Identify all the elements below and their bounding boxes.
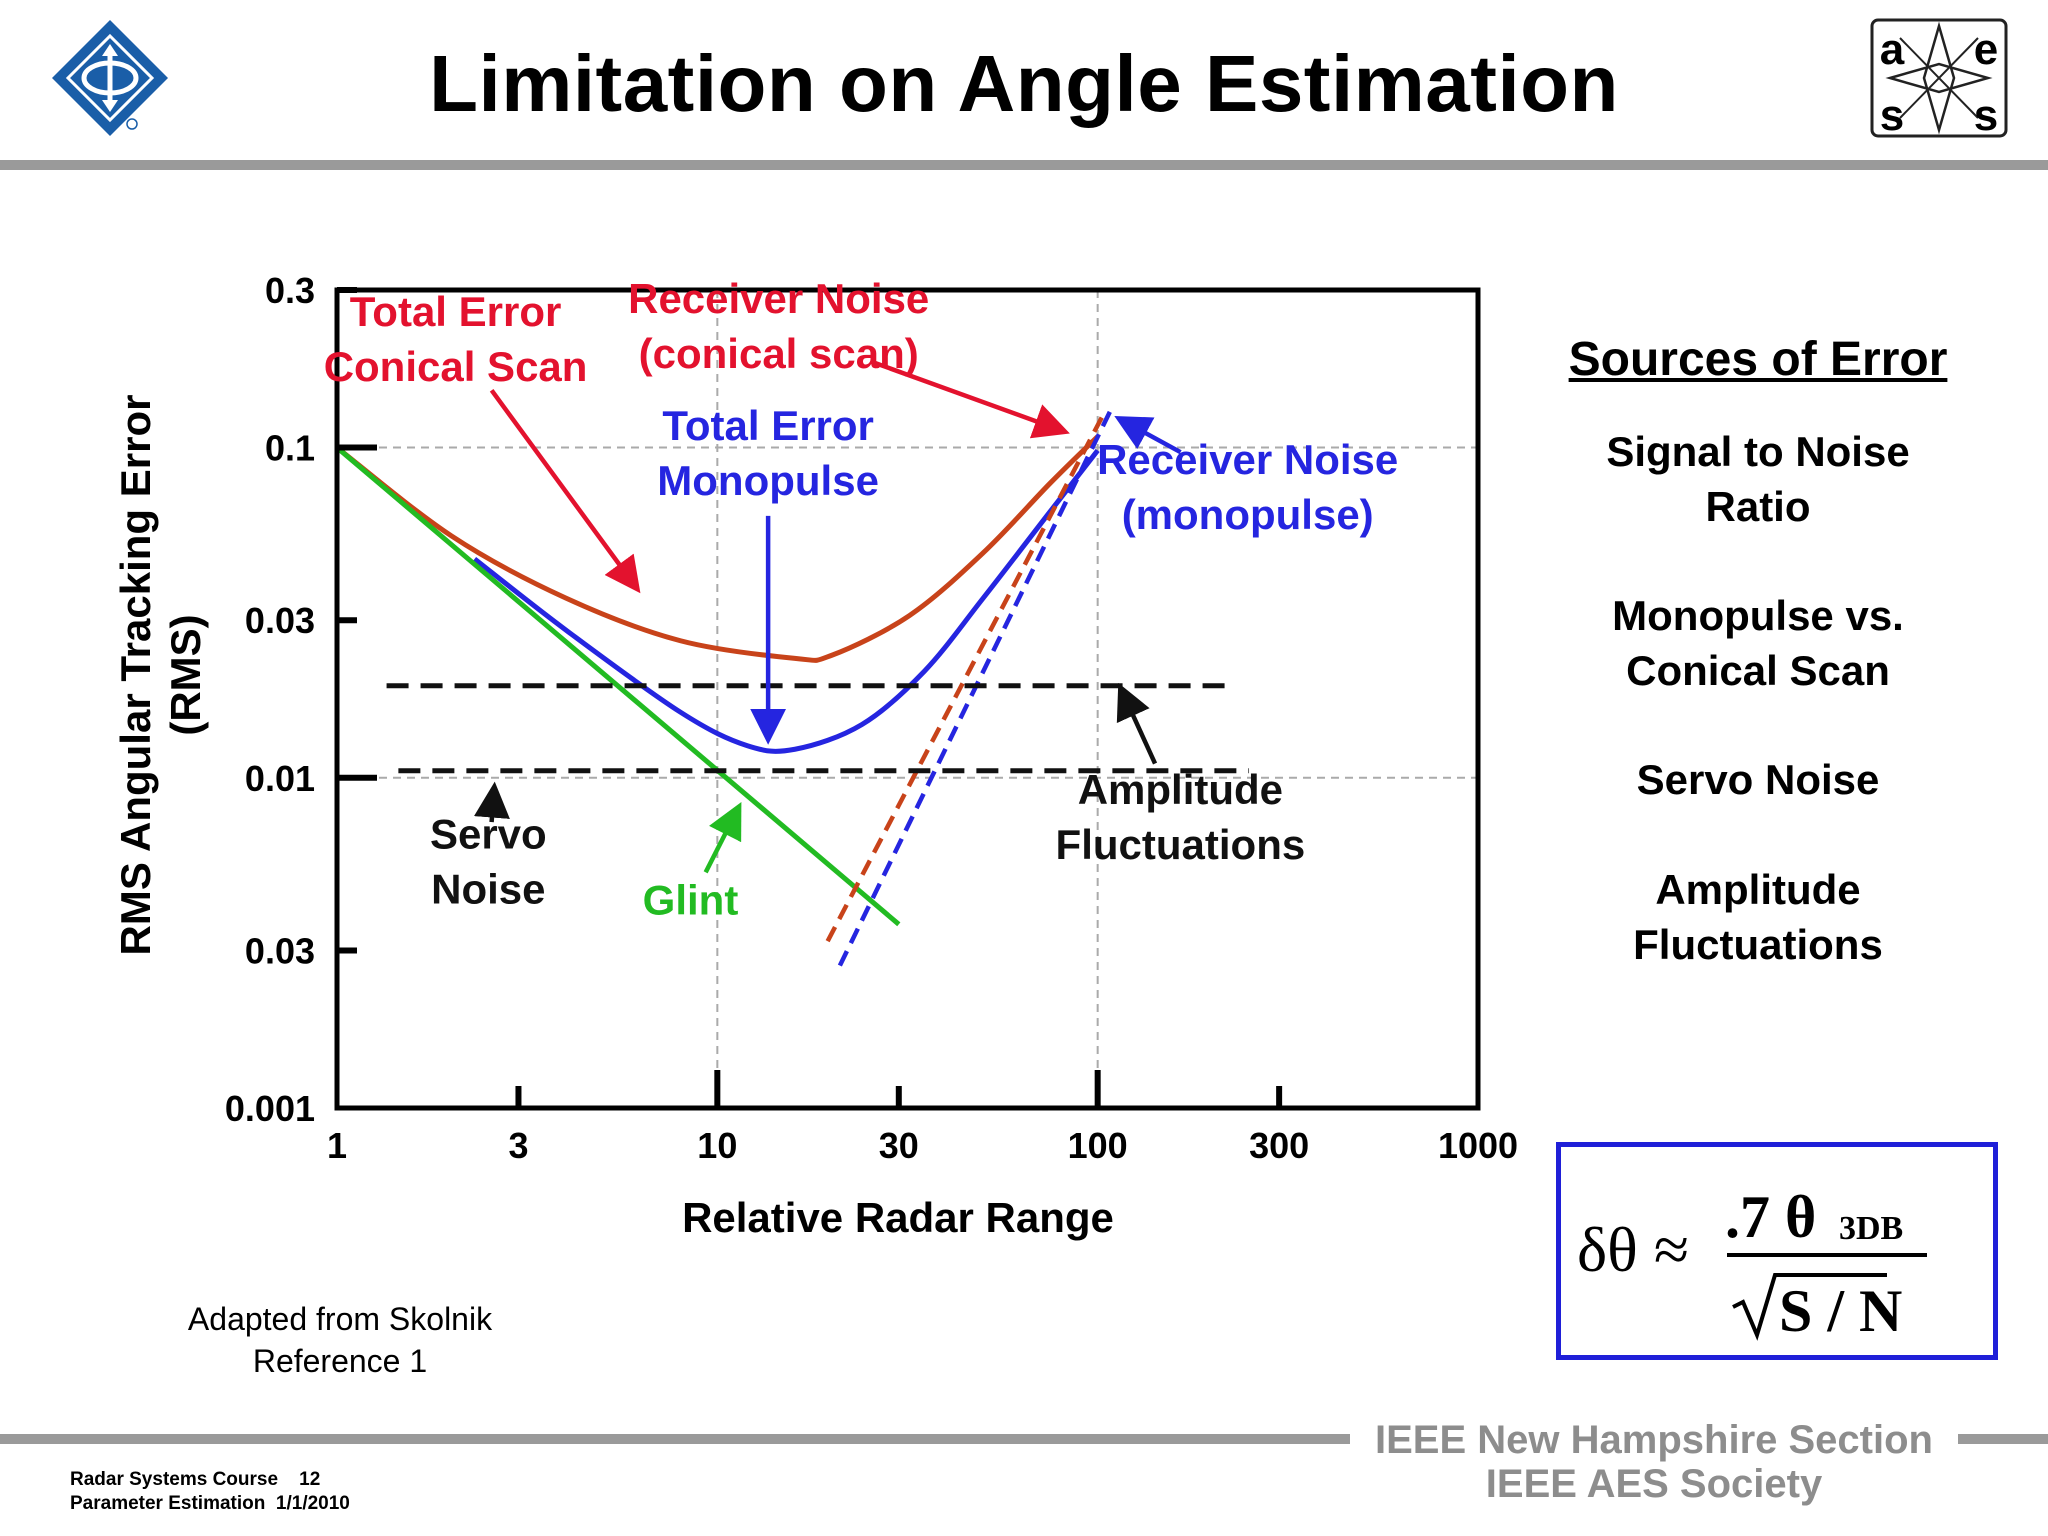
- top-divider: [0, 160, 2048, 170]
- svg-text:s: s: [1880, 91, 1904, 138]
- annotation-total-error: Total Error Monopulse: [657, 402, 879, 504]
- y-tick-label: 0.03: [245, 930, 315, 971]
- formula-denominator: S / N: [1779, 1278, 1902, 1344]
- annotation-arrow: [473, 781, 510, 823]
- y-tick-label: 0.01: [245, 758, 315, 799]
- formula-subscript: 3DB: [1839, 1210, 1903, 1247]
- footer-course-info: Radar Systems Course 12 Parameter Estima…: [70, 1469, 350, 1514]
- x-tick-label: 1000: [1438, 1125, 1518, 1166]
- annotation-arrow: [1114, 416, 1182, 455]
- svg-text:s: s: [1974, 91, 1998, 138]
- y-tick-label: 0.001: [225, 1088, 315, 1129]
- svg-text:a: a: [1880, 25, 1905, 74]
- y-axis-label-line-2: (RMS): [162, 614, 209, 735]
- annotation-receiver-noise: Receiver Noise (conical scan): [628, 275, 929, 377]
- y-tick-label: 0.1: [265, 428, 315, 469]
- annotation-servo: Servo Noise: [430, 811, 547, 913]
- x-tick-label: 100: [1068, 1125, 1128, 1166]
- x-tick-label: 3: [508, 1125, 528, 1166]
- formula: δθ ≈ .7 θ 3DB S / N: [1577, 1184, 1927, 1344]
- x-axis-label: Relative Radar Range: [682, 1194, 1114, 1241]
- bottom-divider-left: [0, 1434, 1350, 1444]
- series-total-error-conical-scan: [335, 434, 1100, 663]
- series-total-error-monopulse: [473, 448, 1100, 754]
- x-tick-label: 10: [697, 1125, 737, 1166]
- series-group: [335, 403, 1250, 967]
- annotation-total-error: Total Error Conical Scan: [324, 288, 588, 390]
- source-credit: Adapted from Skolnik Reference 1: [187, 1301, 493, 1379]
- annotation-arrow: [489, 389, 641, 594]
- svg-text:e: e: [1974, 25, 1998, 74]
- x-tick-label: 300: [1249, 1125, 1309, 1166]
- annotation-arrow: [1116, 682, 1158, 765]
- aess-logo: a e s s: [1870, 18, 2008, 138]
- formula-numerator: .7 θ: [1725, 1184, 1816, 1250]
- page-title: Limitation on Angle Estimation: [429, 39, 1619, 128]
- ieee-logo: [52, 20, 168, 136]
- footer-organization: IEEE New Hampshire Section IEEE AES Soci…: [1375, 1418, 1933, 1506]
- source-item-servo: Servo Noise: [1636, 756, 1880, 803]
- y-axis-label-line-1: RMS Angular Tracking Error: [112, 395, 159, 956]
- source-item-amplitude: Amplitude Fluctuations: [1633, 866, 1883, 968]
- annotation-receiver-noise: Receiver Noise (monopulse): [1097, 436, 1398, 538]
- bottom-divider-right: [1958, 1434, 2048, 1444]
- annotation-arrow: [872, 360, 1070, 439]
- source-item-monopulse: Monopulse vs. Conical Scan: [1612, 592, 1904, 694]
- y-tick-label: 0.3: [265, 270, 315, 311]
- annotations-group: Total Error Conical Scan Receiver Noise (co…: [324, 275, 1399, 924]
- annotation-arrow: [703, 801, 742, 874]
- y-tick-label: 0.03: [245, 600, 315, 641]
- sources-heading: Sources of Error: [1568, 333, 1948, 386]
- formula-lhs: δθ ≈: [1577, 1214, 1689, 1285]
- series-glint: [335, 445, 901, 927]
- x-tick-label: 1: [327, 1125, 347, 1166]
- grid-lines: [337, 290, 1478, 1108]
- sqrt-sign: [1732, 1273, 1887, 1341]
- annotation-glint: Glint: [643, 877, 739, 924]
- x-tick-label: 30: [879, 1125, 919, 1166]
- plot-frame: [334, 287, 1481, 1111]
- formula-box: δθ ≈ .7 θ 3DB S / N: [1556, 1142, 1998, 1360]
- axis-ticks: 1 3 10 30 100 300 1000 0.001 0.03 0.01 0.03 0.1 0.3: [225, 270, 1518, 1166]
- annotation-amplitude: Amplitude Fluctuations: [1056, 766, 1306, 868]
- source-item-snr: Signal to Noise Ratio: [1606, 428, 1910, 530]
